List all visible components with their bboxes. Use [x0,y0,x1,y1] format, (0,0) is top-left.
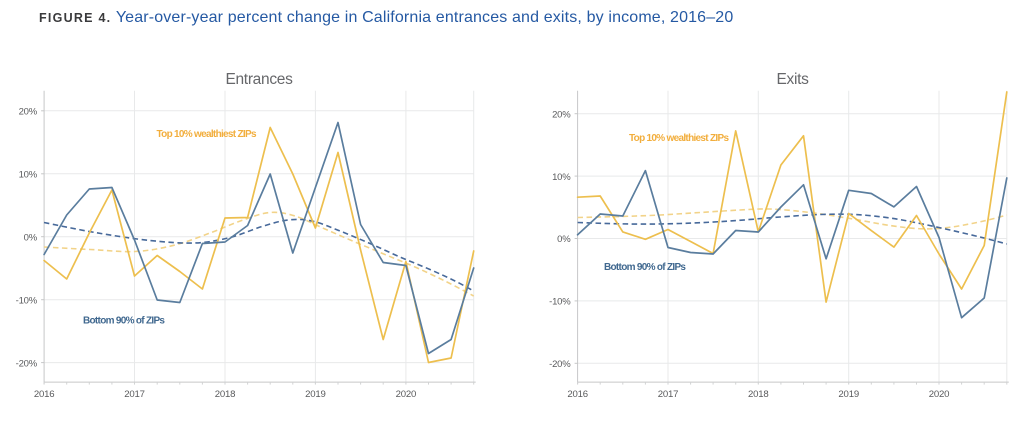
svg-text:2017: 2017 [124,389,145,400]
svg-text:-10%: -10% [16,295,38,306]
svg-text:Exits: Exits [776,71,809,88]
svg-text:0%: 0% [557,234,571,245]
svg-text:-20%: -20% [549,359,571,370]
svg-text:Entrances: Entrances [225,71,293,88]
svg-text:Top 10% wealthiest ZIPs: Top 10% wealthiest ZIPs [629,133,729,144]
svg-text:10%: 10% [552,172,571,183]
svg-text:2020: 2020 [929,389,950,400]
svg-text:2018: 2018 [215,389,236,400]
svg-text:2019: 2019 [305,389,326,400]
svg-text:20%: 20% [19,107,38,118]
svg-text:2020: 2020 [396,389,417,400]
svg-text:Bottom 90% of ZIPs: Bottom 90% of ZIPs [604,262,686,273]
svg-text:10%: 10% [19,170,38,181]
svg-text:2016: 2016 [567,389,588,400]
svg-text:20%: 20% [552,109,571,120]
svg-text:0%: 0% [24,232,38,243]
svg-text:Bottom 90% of ZIPs: Bottom 90% of ZIPs [83,316,165,327]
svg-text:2017: 2017 [658,389,679,400]
svg-text:Top 10% wealthiest ZIPs: Top 10% wealthiest ZIPs [157,129,257,140]
svg-text:2018: 2018 [748,389,769,400]
svg-text:2019: 2019 [838,389,859,400]
svg-text:-20%: -20% [16,358,38,369]
svg-text:-10%: -10% [549,297,571,308]
svg-text:2016: 2016 [34,389,55,400]
